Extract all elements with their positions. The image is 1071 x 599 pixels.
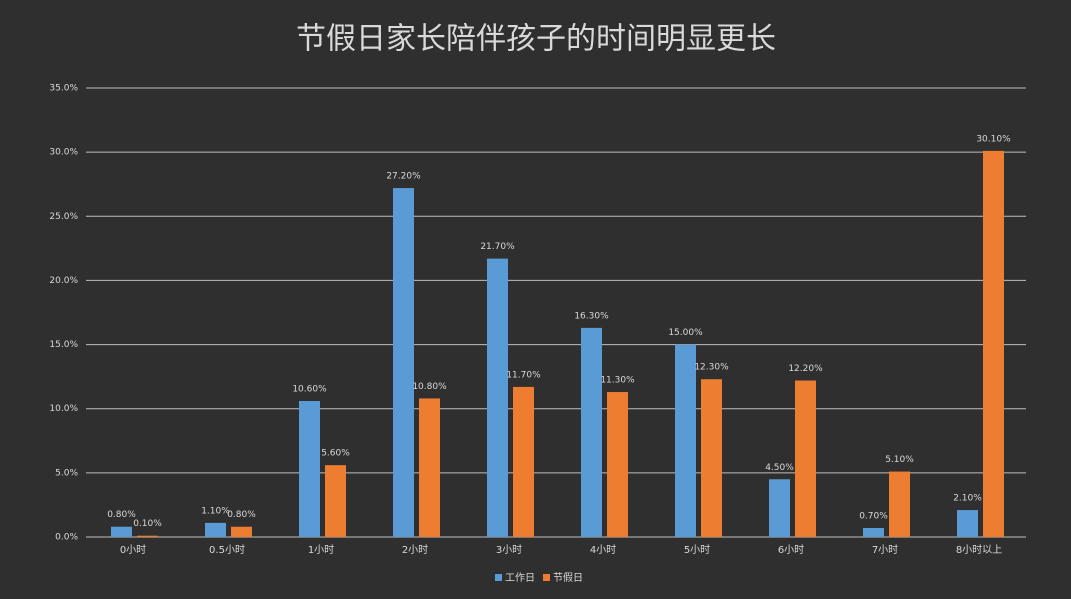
bar bbox=[581, 327, 602, 537]
value-label: 1.10% bbox=[201, 506, 230, 516]
x-tick-label: 3小时 bbox=[496, 544, 522, 556]
bar bbox=[419, 398, 440, 537]
value-label: 11.30% bbox=[600, 376, 635, 386]
bar bbox=[513, 386, 534, 537]
x-tick-label: 5小时 bbox=[684, 544, 710, 556]
value-label: 11.70% bbox=[506, 370, 541, 380]
value-label: 0.70% bbox=[859, 512, 888, 522]
bar bbox=[137, 535, 158, 537]
legend-swatch bbox=[495, 574, 502, 581]
bar bbox=[675, 344, 696, 537]
y-tick-label: 5.0% bbox=[55, 468, 78, 478]
y-tick-label: 25.0% bbox=[49, 212, 78, 222]
x-tick-label: 2小时 bbox=[402, 544, 428, 556]
x-tick-label: 8小时以上 bbox=[956, 544, 1002, 556]
value-label: 16.30% bbox=[574, 311, 609, 321]
x-tick-label: 4小时 bbox=[590, 544, 616, 556]
value-label: 12.30% bbox=[694, 363, 729, 373]
value-label: 5.10% bbox=[885, 455, 914, 465]
bar bbox=[205, 522, 226, 537]
y-tick-label: 20.0% bbox=[49, 276, 78, 286]
bar bbox=[889, 471, 910, 537]
bar bbox=[701, 379, 722, 537]
y-tick-label: 15.0% bbox=[49, 340, 78, 350]
value-label: 0.80% bbox=[107, 510, 136, 520]
value-label: 27.20% bbox=[386, 172, 421, 182]
bar bbox=[299, 401, 320, 537]
bar bbox=[769, 479, 790, 537]
value-label: 10.80% bbox=[412, 382, 447, 392]
y-tick-label: 35.0% bbox=[49, 84, 78, 94]
value-label: 21.70% bbox=[480, 242, 515, 252]
bar bbox=[393, 188, 414, 537]
bar bbox=[231, 526, 252, 537]
bar bbox=[795, 380, 816, 537]
bar bbox=[607, 392, 628, 537]
x-tick-label: 1小时 bbox=[308, 544, 334, 556]
bar bbox=[325, 465, 346, 537]
value-label: 5.60% bbox=[321, 449, 350, 459]
bar bbox=[957, 510, 978, 537]
value-label: 10.60% bbox=[292, 385, 327, 395]
x-tick-label: 0小时 bbox=[120, 544, 146, 556]
bar bbox=[111, 526, 132, 537]
y-tick-label: 30.0% bbox=[49, 148, 78, 158]
x-tick-label: 6小时 bbox=[778, 544, 804, 556]
y-tick-label: 10.0% bbox=[49, 404, 78, 414]
value-label: 2.10% bbox=[953, 494, 982, 504]
legend-label: 节假日 bbox=[553, 571, 583, 584]
chart-title: 节假日家长陪伴孩子的时间明显更长 bbox=[296, 22, 776, 57]
bar bbox=[487, 258, 508, 537]
legend-swatch bbox=[543, 574, 550, 581]
x-tick-label: 0.5小时 bbox=[209, 544, 245, 556]
legend-label: 工作日 bbox=[505, 572, 535, 584]
value-label: 4.50% bbox=[765, 463, 794, 473]
bar bbox=[983, 150, 1004, 538]
value-label: 30.10% bbox=[976, 134, 1011, 144]
bar bbox=[863, 528, 884, 537]
value-label: 12.20% bbox=[788, 364, 823, 374]
value-label: 15.00% bbox=[668, 328, 703, 338]
x-tick-label: 7小时 bbox=[872, 544, 898, 556]
value-label: 0.80% bbox=[227, 510, 256, 520]
y-tick-label: 0.0% bbox=[55, 533, 78, 543]
value-label: 0.10% bbox=[133, 519, 162, 529]
